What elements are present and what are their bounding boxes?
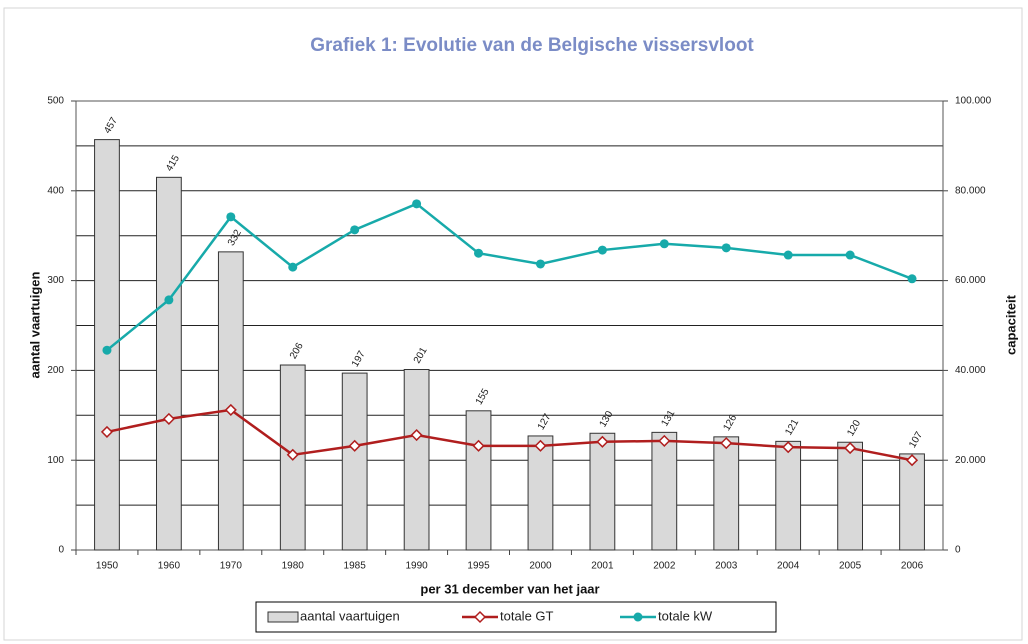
x-tick-label: 1995 [467,561,490,572]
bar [403,369,430,551]
marker [721,243,731,253]
x-tick-label: 2003 [715,561,738,572]
y-tick-label: 500 [47,96,64,107]
bar [156,176,182,551]
y2-tick-label: 20.000 [955,455,986,466]
marker [720,437,733,450]
marker [474,248,484,258]
x-tick-label: 1985 [344,561,367,572]
marker [659,239,669,249]
y-tick-label: 300 [47,275,64,286]
x-tick-label: 2000 [529,561,552,572]
marker [288,262,298,272]
x-tick-label: 1960 [158,561,181,572]
x-tick-label: 1970 [220,561,243,572]
marker [535,259,545,269]
bar [527,435,554,551]
marker [412,199,422,209]
marker [658,434,671,447]
bar [651,431,678,551]
y2-tick-label: 0 [955,545,961,556]
y-tick-label: 200 [47,365,64,376]
marker [844,442,857,455]
bar [465,410,492,551]
y-axis-title: aantal vaartuigen [27,271,42,378]
marker [597,245,607,255]
bar [589,432,616,551]
marker [100,425,114,438]
y2-tick-label: 80.000 [955,185,986,196]
line [106,202,913,352]
x-tick-label: 1990 [405,561,428,572]
chart-title: Grafiek 1: Evolutie van de Belgische vis… [310,35,754,56]
x-tick-label: 1980 [282,561,305,572]
marker [782,441,795,454]
x-tick-label: 2004 [777,561,800,572]
y-tick-label: 100 [47,455,64,466]
legend-marker [633,612,643,622]
legend-label: totale GT [500,608,554,623]
x-tick-label: 2006 [901,561,924,572]
legend-box [255,601,777,633]
bar [837,441,863,551]
y2-tick-label: 100.000 [955,96,992,107]
marker [472,439,485,452]
bar [94,139,120,551]
y2-tick-label: 40.000 [955,365,986,376]
bar [775,440,802,551]
y-tick-label: 0 [58,545,64,556]
legend-swatch [267,611,299,623]
marker [350,225,360,235]
marker [224,403,237,416]
bar [341,372,368,551]
marker [102,345,112,355]
marker [783,250,793,260]
marker [226,212,236,222]
marker [596,435,609,448]
y2-tick-label: 60.000 [955,275,986,286]
legend-label: totale kW [658,608,713,623]
marker [164,295,174,305]
marker [534,439,547,452]
x-axis-title: per 31 december van het jaar [420,581,599,596]
y-tick-label: 400 [47,185,64,196]
marker [162,412,175,425]
bar [713,436,740,551]
x-tick-label: 2002 [653,561,676,572]
x-tick-label: 2001 [591,561,614,572]
marker [286,448,299,461]
marker [905,454,919,467]
x-tick-label: 1950 [96,561,119,572]
marker [907,274,917,284]
bar [217,251,244,551]
legend-label: aantal vaartuigen [300,608,400,623]
bar [899,453,925,551]
line [106,408,913,462]
y2-axis-title: capaciteit [1003,294,1018,355]
marker [410,428,423,442]
legend-marker [473,610,487,624]
marker [348,439,361,452]
marker [845,250,855,260]
x-tick-label: 2005 [839,561,862,572]
